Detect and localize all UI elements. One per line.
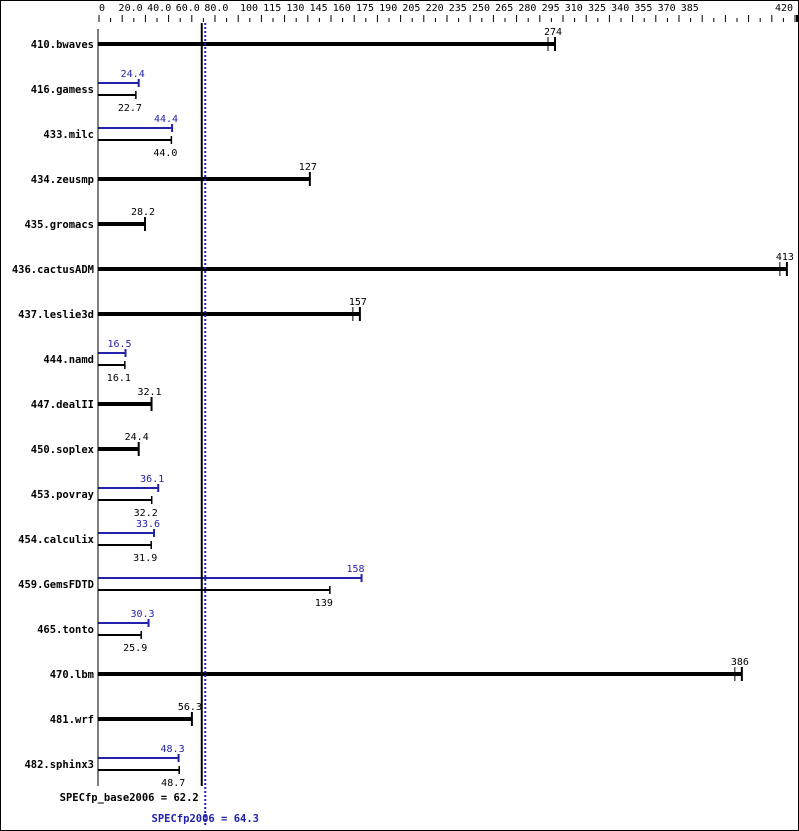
peak-value-label: 158 [347,564,365,575]
benchmark-label: 481.wrf [50,714,94,726]
base-bar [98,42,556,46]
base-bar [98,402,152,406]
benchmark-label: 453.povray [31,489,95,501]
benchmark-label: 482.sphinx3 [24,759,94,771]
base-value-label: 32.1 [137,387,161,398]
benchmark-label: 454.calculix [18,534,95,546]
benchmark-label: 410.bwaves [31,39,94,51]
base-value-label: 25.9 [123,643,147,654]
benchmark-label: 450.soplex [31,444,95,456]
x-tick-label: 130 [286,3,304,14]
base-bar [98,177,310,181]
x-tick-label: 175 [356,3,374,14]
benchmark-label: 470.lbm [50,669,94,681]
peak-value-label: 44.4 [154,114,178,125]
base-value-label: 386 [731,657,749,668]
benchmark-label: 435.gromacs [24,219,94,231]
benchmark-label: 447.dealII [31,399,94,411]
x-tick-label: 20.0 [119,3,143,14]
x-tick-label: 160 [333,3,351,14]
peak-value-label: 48.3 [161,744,185,755]
x-tick-label: 115 [263,3,281,14]
base-bar [98,672,742,676]
x-tick-label: 60.0 [176,3,200,14]
base-value-label: 413 [776,252,794,263]
benchmark-label: 437.leslie3d [18,309,94,321]
x-tick-label: 325 [588,3,606,14]
x-tick-label: 80.0 [204,3,228,14]
benchmark-label: 444.namd [43,354,94,366]
x-tick-label: 235 [449,3,467,14]
x-tick-label: 310 [565,3,583,14]
base-score-label: SPECfp_base2006 = 62.2 [60,792,199,804]
base-bar [98,717,192,721]
base-bar [98,312,360,316]
x-tick-label: 355 [634,3,652,14]
x-tick-label: 40.0 [147,3,171,14]
benchmark-label: 416.gamess [31,84,94,96]
x-tick-label: 265 [495,3,513,14]
x-tick-label: 385 [681,3,699,14]
base-value-label: 24.4 [125,432,149,443]
benchmark-label: 436.cactusADM [12,264,94,276]
benchmark-label: 459.GemsFDTD [18,579,94,591]
base-value-label: 31.9 [133,553,157,564]
benchmark-label: 433.milc [43,129,94,141]
peak-value-label: 36.1 [140,474,164,485]
peak-value-label: 33.6 [136,519,160,530]
base-value-label: 22.7 [118,103,142,114]
x-tick-label: 250 [472,3,490,14]
base-value-label: 48.7 [161,778,185,789]
base-value-label: 274 [544,27,562,38]
base-bar [98,267,787,271]
base-value-label: 28.2 [131,207,155,218]
benchmark-label: 465.tonto [37,624,94,636]
x-tick-label: 295 [542,3,560,14]
x-tick-label: 100 [240,3,258,14]
x-tick-label: 340 [611,3,629,14]
base-value-label: 16.1 [107,373,131,384]
x-tick-label: 0 [99,3,105,14]
base-value-label: 127 [299,162,317,173]
base-value-label: 44.0 [153,148,177,159]
x-tick-label: 370 [658,3,676,14]
base-bar [98,222,146,226]
x-tick-label: 280 [518,3,536,14]
peak-value-label: 16.5 [107,339,131,350]
x-tick-label: 220 [426,3,444,14]
x-tick-label: 420 [775,3,793,14]
benchmark-label: 434.zeusmp [31,174,94,186]
base-bar [98,447,139,451]
peak-value-label: 24.4 [121,69,145,80]
base-value-label: 157 [349,297,367,308]
x-tick-label: 145 [310,3,328,14]
peak-score-label: SPECfp2006 = 64.3 [152,813,259,825]
x-tick-label: 205 [402,3,420,14]
base-value-label: 139 [315,598,333,609]
base-value-label: 56.3 [178,702,202,713]
x-tick-label: 190 [379,3,397,14]
peak-value-label: 30.3 [130,609,154,620]
base-value-label: 32.2 [134,508,158,519]
